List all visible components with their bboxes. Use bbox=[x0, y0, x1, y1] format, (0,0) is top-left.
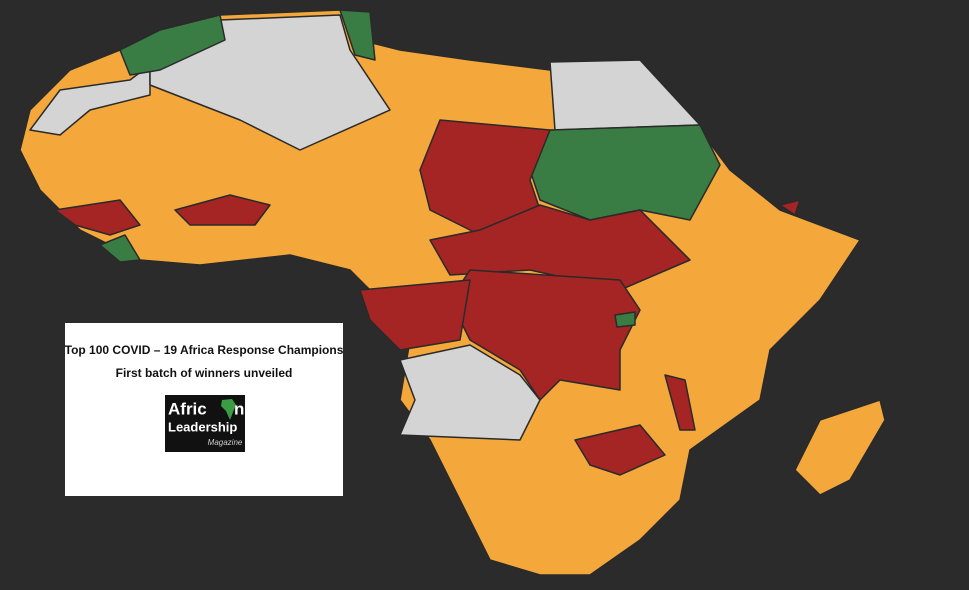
logo-line2: Leadership bbox=[168, 419, 237, 434]
malawi bbox=[664, 374, 696, 431]
sudan bbox=[529, 124, 721, 221]
madagascar bbox=[794, 399, 886, 496]
burkina-faso bbox=[174, 194, 271, 226]
algeria bbox=[149, 14, 391, 151]
morocco bbox=[119, 14, 226, 76]
zimbabwe bbox=[574, 424, 666, 476]
rwanda bbox=[614, 311, 636, 328]
liberia bbox=[99, 234, 141, 263]
angola bbox=[399, 344, 541, 441]
box-title: Top 100 COVID – 19 Africa Response Champ… bbox=[65, 343, 344, 357]
guinea bbox=[54, 199, 141, 236]
eritrea bbox=[779, 199, 801, 216]
gabon-congo bbox=[359, 279, 471, 351]
logo-word-end: n bbox=[234, 399, 244, 418]
drc bbox=[449, 269, 641, 401]
tunisia bbox=[339, 9, 376, 61]
logo-line3: Magazine bbox=[208, 438, 243, 447]
logo-africa-icon bbox=[221, 399, 236, 420]
box-subtitle: First batch of winners unveiled bbox=[116, 366, 293, 380]
logo-word-start: Afric bbox=[168, 399, 207, 418]
